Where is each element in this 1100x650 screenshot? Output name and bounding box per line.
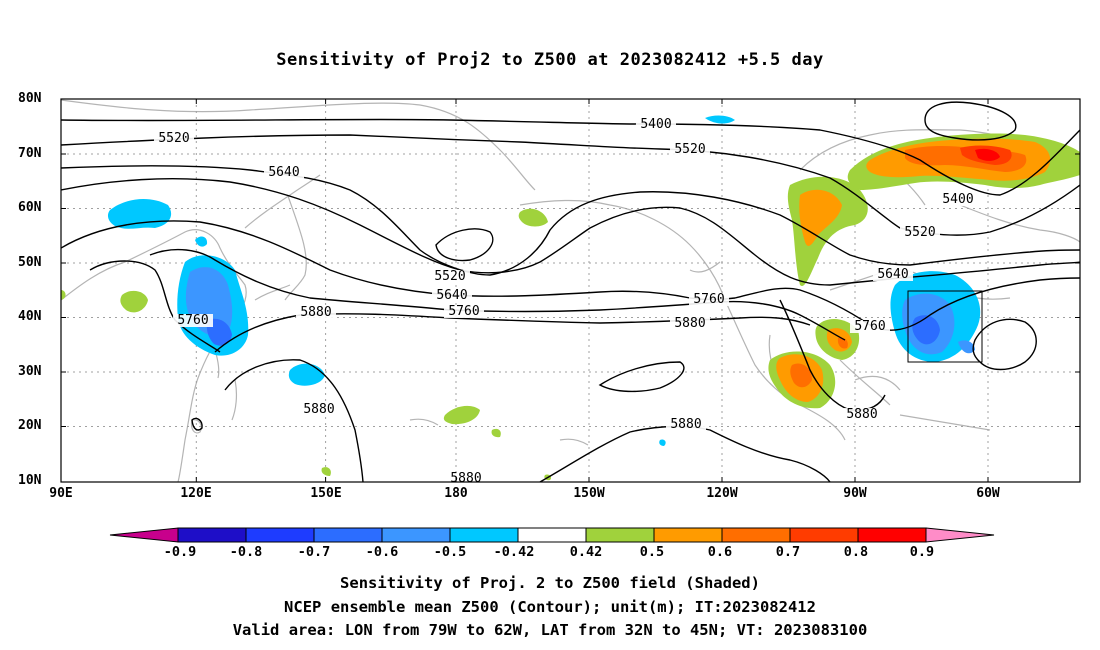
contour-label-bg [154, 132, 194, 145]
lon-label-120e: 120E [180, 486, 212, 501]
contour-label-bg [296, 306, 336, 319]
lat-label-10n: 10N [18, 473, 42, 488]
negative-sensitivity-shading [107, 115, 981, 446]
colorbar-label: -0.5 [433, 544, 467, 560]
colorbar-swatch [653, 527, 723, 543]
lat-label-80n: 80N [18, 91, 42, 106]
contour-label: 5880 [303, 402, 334, 417]
colorbar-swatch [177, 527, 247, 543]
contour-label: 5400 [942, 192, 973, 207]
contour-label: 5760 [177, 313, 208, 328]
contour-label-bg [900, 226, 940, 239]
contour-label-bg [636, 118, 676, 131]
valid-area-box [907, 290, 983, 363]
contour-label-bg [670, 317, 710, 330]
colorbar-swatch [789, 527, 859, 543]
lat-label-30n: 30N [18, 364, 42, 379]
contour-label-bg [670, 143, 710, 156]
colorbar-label: 0.7 [775, 544, 801, 560]
lat-label-60n: 60N [18, 200, 42, 215]
colorbar-label: -0.8 [229, 544, 263, 560]
contour-label: 5880 [674, 316, 705, 331]
positive-sensitivity-shading [61, 133, 1080, 481]
colorbar-label: -0.7 [297, 544, 331, 560]
contour-label: 5520 [904, 225, 935, 240]
colorbar-swatch [585, 527, 655, 543]
colorbar-label: 0.5 [639, 544, 665, 560]
contour-label-bg [444, 305, 484, 318]
contour-label-bg [666, 418, 706, 431]
lon-label-180: 180 [444, 486, 468, 501]
caption-valid-area: Valid area: LON from 79W to 62W, LAT fro… [232, 621, 868, 639]
contour-label-bg [446, 472, 486, 482]
contour-label: 5640 [436, 288, 467, 303]
contour-label: 5880 [670, 417, 701, 432]
lat-label-20n: 20N [18, 418, 42, 433]
contour-label: 5760 [448, 304, 479, 319]
colorbar-right-arrow [925, 527, 995, 543]
lon-label-150e: 150E [310, 486, 342, 501]
colorbar-label: 0.42 [569, 544, 603, 560]
contour-label: 5400 [640, 117, 671, 132]
lon-label-90e: 90E [49, 486, 73, 501]
colorbar-swatch [381, 527, 451, 543]
contour-label-bg [689, 293, 729, 306]
tick-marks [61, 99, 1080, 482]
contour-label-bg [873, 268, 913, 281]
contour-label: 5640 [877, 267, 908, 282]
contour-label: 5640 [268, 165, 299, 180]
colorbar-swatch [517, 527, 587, 543]
lat-label-70n: 70N [18, 146, 42, 161]
contour-label: 5520 [434, 269, 465, 284]
contour-label: 5760 [693, 292, 724, 307]
lon-label-120w: 120W [706, 486, 738, 501]
caption-shaded: Sensitivity of Proj. 2 to Z500 field (Sh… [340, 574, 760, 592]
lat-label-50n: 50N [18, 255, 42, 270]
contour-label: 5760 [854, 319, 885, 334]
colorbar-label: -0.9 [163, 544, 197, 560]
contour-label-bg [173, 314, 213, 327]
colorbar-swatch [313, 527, 383, 543]
contour-label: 5880 [846, 407, 877, 422]
lon-label-60w: 60W [976, 486, 1000, 501]
contour-label-bg [842, 408, 882, 421]
colorbar-swatch [721, 527, 791, 543]
contour-label: 5520 [674, 142, 705, 157]
caption-contour: NCEP ensemble mean Z500 (Contour); unit(… [284, 598, 816, 616]
contour-label-bg [430, 270, 470, 283]
colorbar-swatch [449, 527, 519, 543]
colorbar-swatch [245, 527, 315, 543]
contour-label-bg [432, 289, 472, 302]
lat-label-40n: 40N [18, 309, 42, 324]
lon-label-150w: 150W [573, 486, 605, 501]
colorbar-label: 0.9 [909, 544, 935, 560]
contour-label: 5880 [450, 471, 481, 486]
colorbar-label: -0.6 [365, 544, 399, 560]
contour-labels: 5400540055205520552055205640564056405760… [154, 117, 978, 486]
contour-label-bg [850, 320, 890, 333]
colorbar-label: 0.6 [707, 544, 733, 560]
map-title: Sensitivity of Proj2 to Z500 at 20230824… [276, 50, 824, 70]
contour-label-bg [264, 166, 304, 179]
colorbar [109, 527, 995, 543]
colorbar-left-arrow [109, 527, 179, 543]
colorbar-label: 0.8 [843, 544, 869, 560]
contour-label: 5520 [158, 131, 189, 146]
contour-label-bg [938, 193, 978, 206]
colorbar-swatch [857, 527, 927, 543]
contour-label-bg [299, 403, 339, 416]
colorbar-label: -0.42 [493, 544, 535, 560]
map-frame [60, 98, 1081, 483]
lon-label-90w: 90W [843, 486, 867, 501]
contour-label: 5880 [300, 305, 331, 320]
